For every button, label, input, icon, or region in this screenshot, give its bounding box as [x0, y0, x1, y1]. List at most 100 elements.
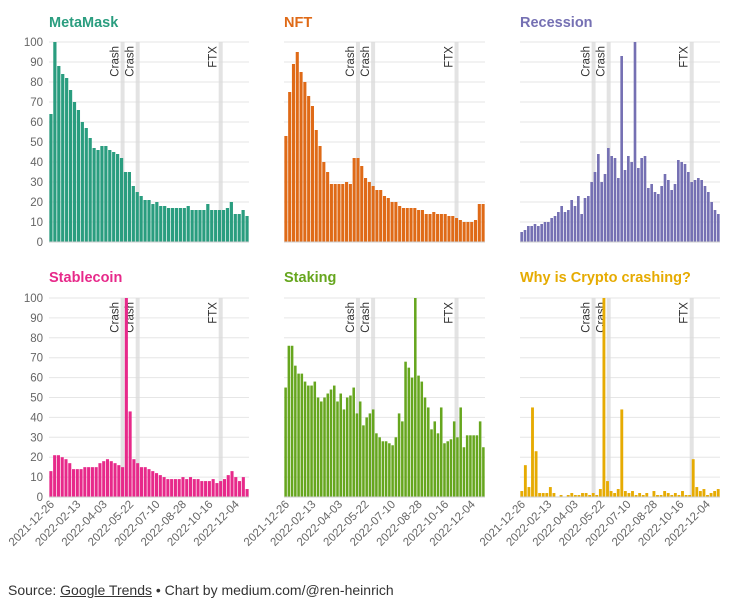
bar	[637, 168, 640, 242]
bar	[100, 146, 104, 242]
bar	[177, 479, 181, 497]
bar	[638, 493, 642, 497]
bar	[540, 224, 543, 242]
y-tick-label: 100	[24, 37, 43, 49]
bar	[352, 387, 355, 497]
event-label: Crash	[360, 46, 372, 77]
bar	[178, 208, 182, 242]
event-line	[591, 42, 596, 242]
bar	[659, 495, 663, 497]
bar	[449, 439, 453, 497]
bar	[428, 214, 432, 242]
bar	[410, 377, 414, 497]
bar	[652, 491, 656, 497]
bar	[307, 96, 311, 242]
bar	[470, 222, 474, 242]
bar	[401, 208, 406, 242]
bar	[620, 56, 623, 242]
bar	[159, 206, 163, 242]
bar	[365, 417, 368, 497]
bar	[241, 210, 245, 242]
bar	[181, 477, 185, 497]
bar	[131, 186, 135, 242]
bar	[673, 184, 677, 242]
bar	[318, 146, 322, 242]
bar	[716, 489, 720, 497]
bar	[290, 345, 294, 497]
event-line	[591, 298, 596, 497]
bar	[182, 208, 186, 242]
bar	[206, 204, 210, 242]
bar	[124, 298, 128, 497]
y-tick-label: 70	[30, 97, 43, 109]
event-line	[606, 298, 611, 497]
bar	[462, 447, 466, 497]
bar	[469, 435, 472, 497]
event-label: FTX	[208, 302, 220, 324]
bar	[443, 443, 446, 497]
bar	[452, 421, 456, 497]
bar	[323, 397, 326, 497]
bar	[566, 495, 570, 497]
bar	[79, 469, 83, 497]
event-label: FTX	[679, 46, 691, 68]
bar	[691, 459, 695, 497]
bar	[394, 202, 398, 242]
bar	[320, 401, 323, 497]
bar	[432, 212, 436, 242]
bar	[94, 467, 98, 497]
bar	[92, 148, 96, 242]
bar	[72, 102, 77, 242]
bar	[53, 42, 57, 242]
event-label: FTX	[444, 302, 456, 324]
bar	[299, 72, 303, 242]
bar	[616, 489, 620, 497]
bar	[588, 495, 592, 497]
bar	[170, 479, 174, 497]
bar	[185, 479, 189, 497]
bar	[113, 463, 117, 497]
bar	[417, 375, 420, 497]
bar	[550, 218, 553, 242]
bar	[409, 208, 413, 242]
event-line	[454, 298, 459, 497]
bar	[527, 487, 531, 497]
bar	[557, 212, 560, 242]
bar	[523, 465, 527, 497]
bar	[71, 469, 76, 497]
bar	[482, 447, 485, 497]
bar	[303, 82, 307, 242]
y-tick-label: 80	[30, 77, 43, 89]
source-suffix: • Chart by medium.com/@ren-heinrich	[151, 582, 394, 598]
bar	[423, 397, 427, 497]
bar	[348, 184, 352, 242]
google-trends-link[interactable]: Google Trends	[60, 582, 152, 598]
bar	[446, 441, 449, 497]
bar	[375, 433, 378, 497]
source-prefix: Source:	[8, 582, 61, 598]
bar	[436, 433, 440, 497]
bar	[581, 493, 584, 497]
bar	[595, 495, 599, 497]
bar	[478, 421, 482, 497]
y-tick-label: 30	[30, 177, 43, 189]
bar	[627, 156, 630, 242]
bar	[573, 206, 577, 242]
event-line	[218, 42, 223, 242]
y-tick-label: 100	[24, 293, 43, 305]
bar	[310, 385, 313, 497]
bar	[650, 184, 653, 242]
bar	[390, 202, 394, 242]
bar	[363, 178, 368, 242]
bar	[570, 493, 574, 497]
bar	[84, 128, 88, 242]
bar	[88, 138, 92, 242]
bar	[481, 204, 485, 242]
bar	[143, 467, 147, 497]
bar	[284, 387, 287, 497]
bar	[713, 210, 717, 242]
bar	[643, 156, 647, 242]
bar	[473, 220, 478, 242]
bar	[617, 178, 620, 242]
bar	[386, 198, 390, 242]
